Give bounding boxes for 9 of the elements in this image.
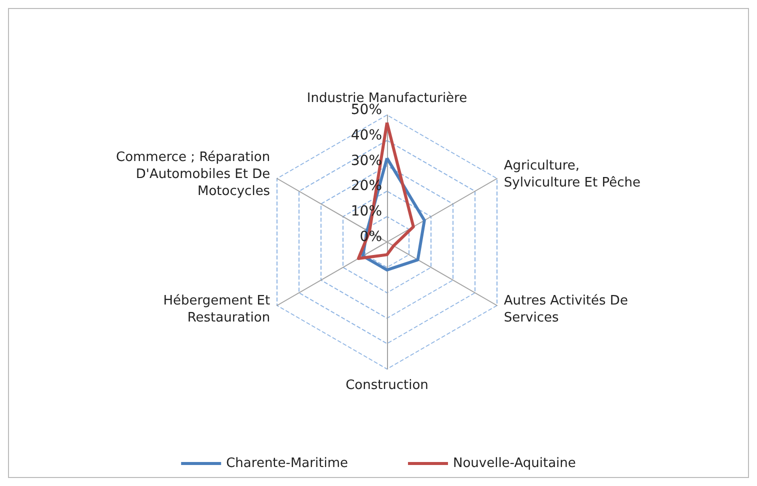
y-tick-label: 50% [350, 102, 382, 118]
legend-label: Nouvelle-Aquitaine [452, 456, 576, 471]
spoke-label: Hébergement Et Restauration [163, 294, 270, 326]
spoke-label: Commerce ; Réparation D'Automobiles Et De Motocycles [116, 150, 270, 199]
spoke-label: Construction [346, 378, 428, 393]
spoke-label: Autres Activités De Services [504, 294, 628, 326]
y-tick-label: 40% [350, 127, 382, 144]
spoke-label: Agriculture, Sylviculture Et Pêche [504, 158, 641, 190]
legend-label: Charente-Maritime [226, 456, 348, 471]
